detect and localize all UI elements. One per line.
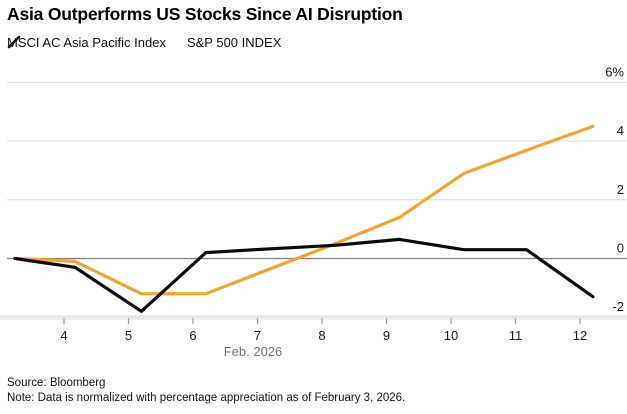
chart-title: Asia Outperforms US Stocks Since AI Disr… — [7, 4, 403, 24]
y-tick-label: 2 — [617, 182, 624, 197]
legend: MSCI AC Asia Pacific Index S&P 500 INDEX — [7, 35, 281, 50]
x-tick-label: 12 — [573, 328, 587, 343]
y-tick-label: 6% — [605, 64, 624, 79]
x-tick-label: 4 — [60, 328, 67, 343]
x-axis-title: Feb. 2026 — [224, 344, 283, 359]
x-tick-label: 8 — [318, 328, 325, 343]
x-tick-label: 10 — [444, 328, 458, 343]
x-axis-baseline — [0, 315, 627, 320]
source-text: Source: Bloomberg — [7, 377, 106, 389]
y-tick-label: 4 — [617, 123, 624, 138]
legend-item-sp500: S&P 500 INDEX — [7, 35, 282, 50]
series-line-s-p-500-index — [13, 237, 595, 313]
x-tick-label: 6 — [189, 328, 196, 343]
x-tick-label: 5 — [125, 328, 132, 343]
chart-footer: Source: Bloomberg Note: Data is normaliz… — [7, 376, 405, 406]
note-text: Note: Data is normalized with percentage… — [7, 392, 406, 404]
y-tick-label: 0 — [617, 241, 624, 256]
series-line-msci-ac-asia-pacific-index — [13, 124, 595, 296]
slash-icon — [7, 35, 21, 49]
y-tick-label: -2 — [612, 299, 624, 314]
x-tick-label: 9 — [383, 328, 390, 343]
legend-label: S&P 500 INDEX — [186, 35, 282, 50]
legend-label: MSCI AC Asia Pacific Index — [7, 35, 166, 50]
x-tick-label: 11 — [509, 328, 523, 343]
x-tick-label: 7 — [254, 328, 261, 343]
